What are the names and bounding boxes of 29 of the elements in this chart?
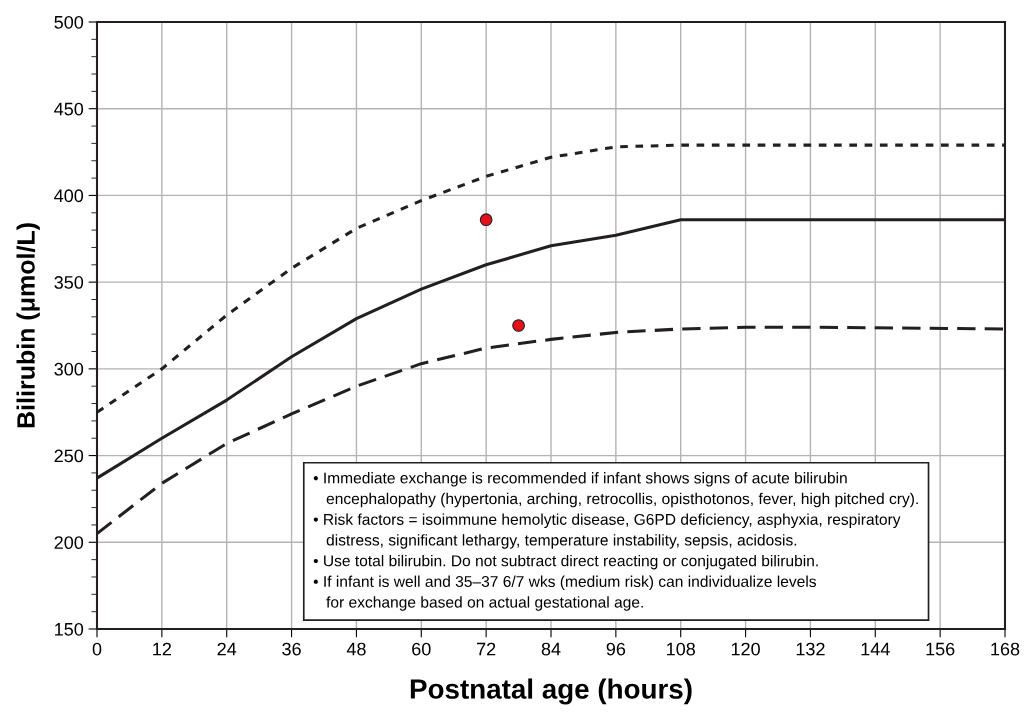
- y-tick-label: 300: [54, 362, 84, 376]
- y-tick-label: 400: [54, 189, 84, 203]
- x-tick-label: 72: [477, 642, 496, 656]
- x-tick-label: 12: [153, 642, 171, 656]
- x-tick-label: 48: [346, 642, 366, 656]
- annotation: • Use total bilirubin. Do not subtract direct reacting or conjugated bilirubin.: [313, 554, 818, 570]
- y-tick-label: 350: [54, 276, 84, 289]
- x-axis-title: Postnatal age (hours): [410, 678, 692, 705]
- annotation: • Immediate exchange is recommended if infant shows signs of acute bilirubin encephalopathy (hypertonia, arching, retrocollis, opisthotonos, fever, high pitched cry).: [313, 472, 918, 508]
- annotation: • Risk factors = isoimmune hemolytic disease, G6PD deficiency, asphyxia, respiratory distress, significant lethargy, temperature instability, sepsis, acidosis.: [313, 513, 901, 549]
- x-tick-label: 60: [412, 642, 431, 656]
- x-tick-label: 0: [92, 642, 102, 656]
- x-tick-label: 96: [606, 642, 626, 656]
- x-tick-label: 120: [731, 642, 760, 656]
- x-tick-label: 156: [926, 642, 955, 656]
- x-tick-label: 24: [217, 642, 237, 656]
- x-tick-label: 132: [796, 642, 825, 656]
- y-tick-label: 500: [54, 15, 84, 29]
- x-tick-label: 144: [861, 642, 890, 656]
- annotation: • If infant is well and 35–37 6/7 wks (medium risk) can individualize levels for exchange based on actual gestational age.: [313, 575, 816, 611]
- x-tick-label: 36: [282, 642, 301, 656]
- y-tick-label: 150: [55, 622, 84, 636]
- x-tick-label: 108: [667, 642, 695, 656]
- x-tick-label: 168: [991, 642, 1020, 656]
- y-tick-label: 200: [54, 536, 84, 550]
- y-tick-label: 450: [54, 102, 84, 116]
- y-axis-title: Bilirubin (μmol/L): [16, 223, 40, 428]
- x-tick-label: 84: [541, 642, 561, 656]
- y-tick-label: 250: [54, 449, 84, 463]
